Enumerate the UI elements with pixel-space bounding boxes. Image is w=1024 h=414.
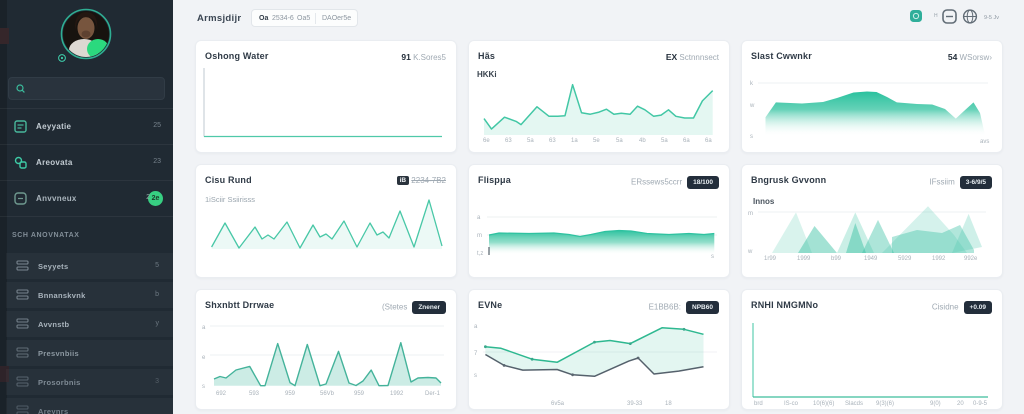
svg-text:63: 63 (549, 138, 556, 144)
svg-text:1r99: 1r99 (764, 256, 777, 262)
svg-text:m: m (477, 233, 482, 239)
svg-text:5a: 5a (616, 138, 623, 144)
svg-text:Der-1: Der-1 (425, 391, 441, 397)
svg-text:6e: 6e (483, 138, 490, 144)
svg-text:m: m (748, 211, 753, 217)
svg-text:IS-co: IS-co (784, 401, 799, 407)
svg-text:5929: 5929 (898, 256, 912, 262)
svg-text:1992: 1992 (390, 391, 404, 397)
svg-text:s: s (474, 373, 477, 379)
svg-text:692: 692 (216, 391, 227, 397)
svg-text:b99: b99 (831, 256, 842, 262)
svg-text:992e: 992e (964, 256, 978, 262)
svg-text:959: 959 (285, 391, 296, 397)
svg-text:0-9-5: 0-9-5 (973, 401, 988, 407)
svg-text:6a: 6a (683, 138, 690, 144)
svg-text:5a: 5a (527, 138, 534, 144)
svg-text:e: e (202, 355, 206, 361)
svg-text:H: H (934, 13, 938, 19)
svg-text:s: s (750, 134, 753, 140)
svg-text:s: s (202, 384, 205, 390)
svg-text:Slacds: Slacds (845, 401, 863, 407)
svg-text:20: 20 (957, 401, 964, 407)
svg-text:1992: 1992 (932, 256, 946, 262)
svg-text:593: 593 (249, 391, 260, 397)
svg-text:5a: 5a (661, 138, 668, 144)
svg-text:brd: brd (754, 401, 763, 407)
svg-text:1999: 1999 (797, 256, 811, 262)
svg-text:t,z: t,z (477, 251, 483, 257)
svg-text:5e: 5e (593, 138, 600, 144)
svg-text:k: k (750, 81, 754, 87)
svg-text:a: a (202, 325, 206, 331)
svg-text:9(0): 9(0) (930, 401, 941, 407)
svg-text:1949: 1949 (864, 256, 878, 262)
svg-text:a: a (474, 324, 478, 330)
svg-text:9-5 Jv: 9-5 Jv (984, 15, 999, 21)
svg-text:63: 63 (505, 138, 512, 144)
svg-text:6a: 6a (705, 138, 712, 144)
svg-text:4b: 4b (639, 138, 646, 144)
svg-text:959: 959 (354, 391, 365, 397)
svg-text:s: s (711, 254, 714, 260)
svg-text:w: w (747, 249, 753, 255)
svg-text:6v5a: 6v5a (551, 401, 565, 407)
svg-text:9(3)(6): 9(3)(6) (876, 401, 894, 407)
svg-text:1a: 1a (571, 138, 578, 144)
svg-text:18: 18 (665, 401, 672, 407)
svg-text:56Vb: 56Vb (320, 391, 335, 397)
svg-text:39-33: 39-33 (627, 401, 643, 407)
svg-text:10(6)(6): 10(6)(6) (813, 401, 834, 407)
svg-text:avs: avs (980, 139, 989, 145)
svg-text:w: w (749, 103, 755, 109)
svg-text:a: a (477, 215, 481, 221)
svg-text:7: 7 (474, 351, 478, 357)
